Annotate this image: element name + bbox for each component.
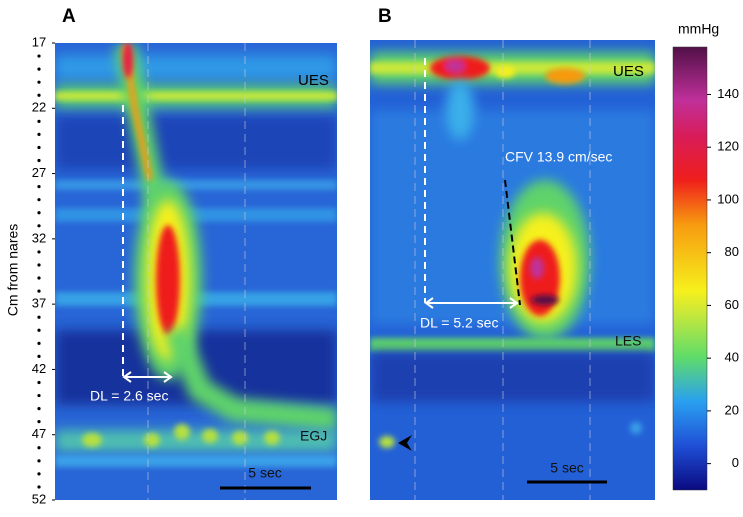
axis-dot — [37, 380, 41, 385]
axis-dot — [37, 393, 41, 398]
axis-dot — [37, 341, 41, 345]
y-tick-label: 52 — [32, 491, 46, 506]
colorbar-tick-label: 140 — [717, 86, 739, 101]
axis-dot — [37, 315, 41, 319]
axis-dot — [37, 54, 41, 58]
y-tick-label: 47 — [32, 426, 46, 441]
panel-label: B — [378, 6, 392, 27]
colorbar-tick-label: 60 — [725, 297, 739, 312]
y-tick-label: 27 — [32, 165, 46, 180]
axes: 17 22 27 32 37 42 47 52 0 20 40 60 80 100 120 140 — [32, 34, 739, 506]
axis-dot — [37, 198, 41, 202]
axis-dot — [37, 211, 41, 215]
axis-dot — [37, 93, 41, 97]
axis-dot — [37, 420, 41, 424]
axis-dot — [37, 407, 41, 411]
axis-dot — [37, 328, 41, 332]
arrow — [122, 371, 173, 383]
axis-dot — [37, 119, 41, 123]
annotation: UES — [613, 63, 644, 80]
axis-dot — [37, 250, 41, 254]
axis-dot — [37, 132, 41, 136]
annotation: DL = 5.2 sec — [420, 315, 498, 331]
annotation: EGJ — [300, 428, 327, 444]
y-tick-label: 37 — [32, 296, 46, 311]
axis-dot — [37, 158, 41, 163]
y-tick-label: 42 — [32, 361, 46, 376]
y-tick-label: 17 — [32, 34, 46, 49]
heatmap-b — [370, 40, 655, 500]
colorbar-tick-label: 40 — [725, 350, 739, 365]
colorbar-unit: mmHg — [678, 21, 719, 37]
axis-dot — [37, 276, 41, 280]
colorbar-tick-label: 100 — [717, 191, 739, 206]
axis-dot — [37, 80, 41, 84]
arrowhead — [398, 435, 412, 451]
y-tick-label: 32 — [32, 230, 46, 245]
annotation: LES — [615, 333, 641, 349]
colorbar-tick-label: 0 — [732, 455, 739, 470]
axis-dot — [37, 289, 41, 293]
annotation: 5 sec — [550, 460, 583, 476]
annotation: 5 sec — [248, 465, 281, 481]
axis-dot — [37, 472, 41, 476]
axis-dot — [37, 446, 41, 450]
axis-dot — [37, 485, 41, 489]
axis-dot — [37, 354, 41, 358]
annotation: CFV 13.9 cm/sec — [505, 149, 612, 165]
y-tick-label: 22 — [32, 100, 46, 115]
axis-dot — [37, 224, 41, 228]
annotation: UES — [298, 72, 329, 89]
arrow — [424, 297, 519, 309]
y-axis-label: Cm from nares — [5, 224, 21, 317]
axis-dot — [37, 67, 41, 71]
axis-dot — [37, 459, 41, 463]
colorbar-tick-label: 80 — [725, 244, 739, 259]
dashed-line — [504, 179, 521, 306]
panel-label: A — [62, 6, 76, 27]
heatmap-a — [55, 43, 337, 500]
colorbar-tick-label: 20 — [725, 402, 739, 417]
axis-dot — [37, 185, 41, 189]
axis-dot — [37, 263, 41, 267]
annotation: DL = 2.6 sec — [90, 388, 168, 404]
axis-dot — [37, 145, 41, 150]
colorbar — [672, 46, 708, 491]
colorbar-tick-label: 120 — [717, 139, 739, 154]
